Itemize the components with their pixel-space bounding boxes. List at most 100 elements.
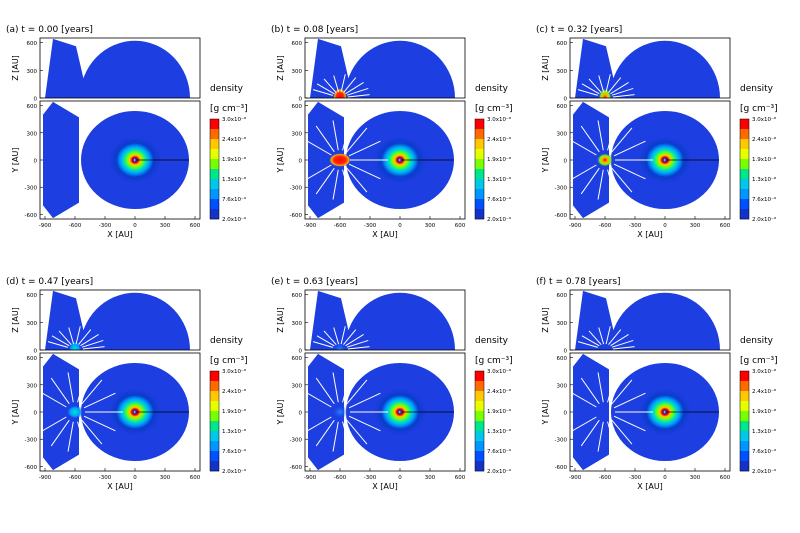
y-tick-label: -300: [290, 186, 303, 192]
xz-disk-region: [80, 292, 190, 350]
xy-velocity-vector: [570, 416, 597, 433]
x-tick-label: 300: [690, 223, 701, 229]
colorbar-label: 1.3x10⁻⁸: [752, 428, 777, 435]
xz-velocity-vector: [333, 75, 340, 93]
colorbar-label: 2.4x10⁻⁸: [222, 136, 247, 143]
xy-velocity-vector: [315, 125, 335, 153]
colorbar-swatch: [210, 371, 219, 382]
y-tick-label: 0: [564, 159, 568, 165]
y-axis-label: Y [AU]: [11, 148, 20, 174]
z-axis-label: Z [AU]: [276, 307, 285, 333]
legend-title: density: [475, 336, 509, 346]
xy-velocity-vector: [50, 419, 70, 447]
colorbar-swatch: [475, 441, 484, 452]
xy-velocity-vector: [597, 372, 604, 403]
xz-velocity-vector: [345, 334, 364, 347]
xz-plot-frame: [39, 289, 201, 351]
xz-velocity-vector: [611, 339, 634, 348]
colorbar-swatch: [210, 119, 219, 130]
xy-velocity-vector: [597, 120, 604, 151]
xy-velocity-vector: [342, 372, 351, 403]
xy-velocity-vector: [613, 140, 646, 157]
colorbar-label: 1.3x10⁻⁸: [222, 176, 247, 183]
colorbar-label: 1.9x10⁻⁸: [752, 156, 777, 163]
z-tick-label: 300: [27, 321, 38, 327]
legend-unit: [g cm⁻³]: [740, 104, 778, 114]
colorbar-swatch: [210, 411, 219, 422]
y-tick-label: -300: [555, 186, 568, 192]
y-tick-label: 0: [299, 411, 303, 417]
colorbar-swatch: [475, 431, 484, 442]
y-tick-label: -300: [25, 186, 38, 192]
xz-velocity-vector: [577, 89, 598, 96]
xy-plot: [40, 101, 200, 219]
xz-velocity-vector: [346, 87, 369, 96]
xy-velocity-vector: [342, 120, 351, 151]
colorbar-swatch: [475, 381, 484, 392]
colorbar-swatch: [210, 461, 219, 472]
y-tick-label: 0: [34, 411, 38, 417]
colorbar-frame: [209, 370, 220, 472]
x-tick-label: -300: [364, 475, 377, 481]
colorbar-label: 7.6x10⁻⁹: [222, 448, 246, 455]
xz-velocity-vector: [610, 334, 629, 347]
z-tick-label: 300: [27, 69, 38, 75]
xz-velocity-vector: [75, 326, 81, 345]
xy-velocity-vector: [346, 379, 368, 405]
panel-title: (e) t = 0.63 [years]: [271, 277, 358, 287]
xy-velocity-vector: [83, 415, 116, 432]
x-tick-label: -900: [304, 223, 317, 229]
z-tick-label: 300: [292, 321, 303, 327]
colorbar-swatch: [210, 209, 219, 220]
xz-velocity-vector: [612, 94, 635, 98]
xy-velocity-vector: [348, 415, 381, 432]
colorbar-label: 1.3x10⁻⁸: [222, 428, 247, 435]
xy-velocity-vector: [81, 419, 103, 445]
xz-source: [333, 339, 347, 350]
x-tick-label: -600: [69, 475, 82, 481]
xy-velocity-vector: [342, 169, 351, 200]
y-tick-label: 0: [34, 159, 38, 165]
panel-title: (b) t = 0.08 [years]: [271, 25, 358, 35]
z-tick-label: 0: [299, 97, 303, 103]
panel-title: (c) t = 0.32 [years]: [536, 25, 622, 35]
colorbar-label: 2.0x10⁻⁹: [752, 216, 776, 223]
xz-velocity-vector: [51, 335, 70, 347]
xz-velocity-vector: [610, 82, 629, 95]
xz-velocity-vector: [581, 83, 600, 95]
colorbar-swatch: [475, 451, 484, 462]
xy-velocity-vector: [580, 377, 600, 405]
colorbar-swatch: [210, 401, 219, 412]
xz-velocity-vector: [347, 94, 370, 98]
xy-velocity-vector: [611, 127, 633, 153]
y-tick-label: 300: [557, 131, 568, 137]
xy-velocity-vector: [83, 392, 116, 409]
colorbar-swatch: [210, 199, 219, 210]
colorbar-label: 3.0x10⁻⁸: [222, 116, 247, 123]
x-tick-label: 600: [455, 223, 466, 229]
colorbar-swatch: [740, 149, 749, 160]
x-tick-label: 0: [398, 223, 402, 229]
xz-velocity-vector: [333, 327, 340, 345]
colorbar-swatch: [475, 421, 484, 432]
z-axis-label: Z [AU]: [11, 307, 20, 333]
xy-velocity-vector: [613, 163, 646, 180]
x-tick-label: -900: [569, 475, 582, 481]
xz-velocity-vector: [81, 339, 104, 348]
panel-title: (a) t = 0.00 [years]: [6, 25, 93, 35]
colorbar-label: 2.0x10⁻⁹: [487, 216, 511, 223]
x-tick-label: -600: [599, 223, 612, 229]
xy-velocity-vector: [570, 139, 597, 156]
colorbar-swatch: [740, 179, 749, 190]
xz-plot: [570, 290, 730, 350]
colorbar-swatch: [475, 189, 484, 200]
xz-disk-region: [610, 40, 720, 98]
colorbar-swatch: [740, 411, 749, 422]
z-tick-label: 0: [34, 97, 38, 103]
xy-velocity-vector: [305, 139, 332, 156]
xz-velocity-vector: [598, 327, 605, 345]
colorbar-swatch: [475, 139, 484, 150]
colorbar-swatch: [210, 421, 219, 432]
x-tick-label: 300: [160, 475, 171, 481]
xz-velocity-vector: [581, 335, 600, 347]
